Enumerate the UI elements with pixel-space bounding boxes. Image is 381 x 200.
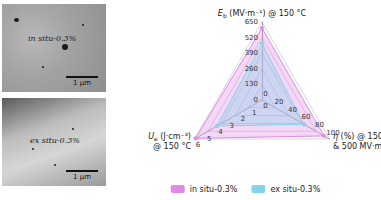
- svg-text:@ 150 °C: @ 150 °C: [153, 142, 191, 151]
- svg-text:0: 0: [263, 90, 267, 98]
- svg-text:130: 130: [245, 80, 258, 88]
- svg-text:3: 3: [229, 122, 233, 130]
- svg-text:& 500 MV·m⁻¹: & 500 MV·m⁻¹: [333, 142, 381, 151]
- svg-text:260: 260: [245, 65, 258, 73]
- svg-text:ex situ-0.3%: ex situ-0.3%: [270, 185, 320, 194]
- html-text:Eb: Eb: [217, 8, 227, 19]
- svg-text:20: 20: [275, 98, 284, 106]
- svg-text:1: 1: [252, 109, 256, 117]
- svg-text:U: U: [148, 132, 154, 141]
- html-text:ex situ-0.3%: ex situ-0.3%: [30, 136, 80, 145]
- svg-text:(%) @ 150 °C: (%) @ 150 °C: [338, 132, 381, 141]
- svg-text:0: 0: [263, 102, 267, 110]
- svg-text:4: 4: [218, 128, 223, 136]
- svg-text:6: 6: [196, 141, 201, 149]
- svg-text:520: 520: [245, 34, 258, 42]
- svg-text:in situ-0.3%: in situ-0.3%: [190, 185, 238, 194]
- html-text:in situ-0.3%: in situ-0.3%: [28, 34, 77, 43]
- html-text:1 μm: 1 μm: [73, 173, 91, 181]
- html-text:1 μm: 1 μm: [73, 79, 91, 87]
- svg-text:390: 390: [245, 49, 258, 57]
- svg-text:650: 650: [245, 18, 258, 26]
- svg-text:100: 100: [326, 129, 339, 137]
- svg-text:0: 0: [254, 96, 258, 104]
- svg-text:2: 2: [241, 115, 245, 123]
- svg-text:(MV·m⁻¹) @ 150 °C: (MV·m⁻¹) @ 150 °C: [227, 9, 307, 18]
- svg-text:(J·cm⁻³): (J·cm⁻³): [158, 132, 191, 141]
- svg-text:60: 60: [302, 113, 311, 121]
- svg-text:e: e: [154, 135, 158, 142]
- svg-text:80: 80: [315, 121, 324, 129]
- svg-text:5: 5: [207, 135, 211, 143]
- svg-text:40: 40: [288, 106, 297, 114]
